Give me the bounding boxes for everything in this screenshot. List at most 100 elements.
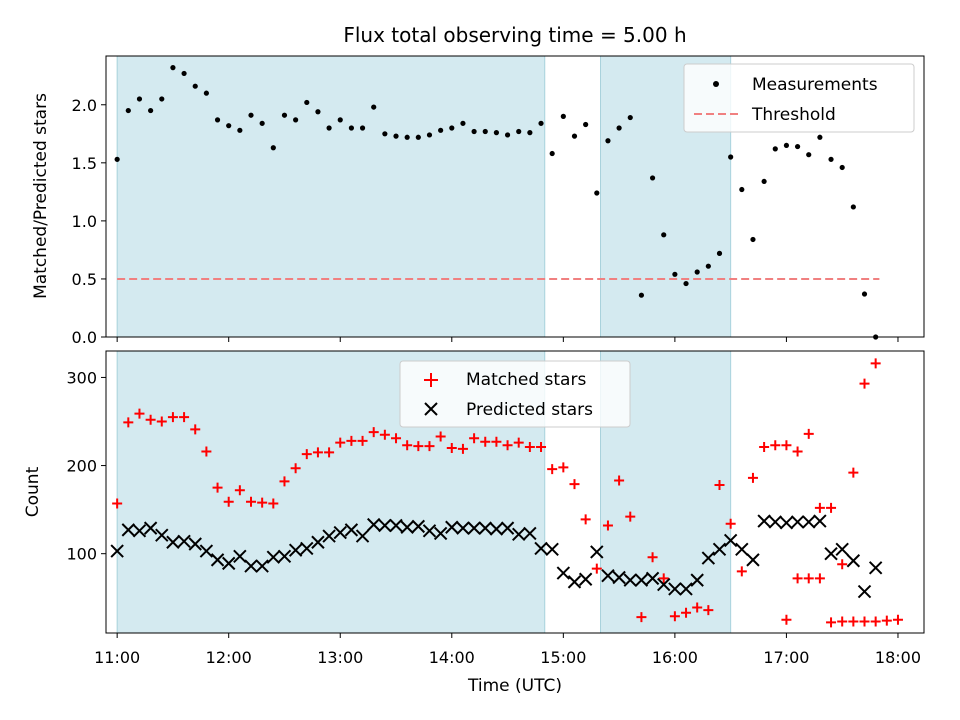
top-point-measurement (571, 133, 578, 139)
top-point-measurement (170, 65, 176, 71)
bottom-legend-box (399, 360, 631, 428)
bottom-point-predicted (835, 542, 849, 556)
top-ytick-label: 1.0 (72, 212, 97, 231)
top-point-measurement (270, 145, 276, 151)
bottom-point-predicted (143, 521, 158, 535)
bottom-point-matched (569, 479, 580, 490)
bottom-point-predicted (478, 521, 492, 535)
top-shaded-interval (116, 55, 546, 338)
top-ytick-label: 2.0 (72, 96, 97, 115)
bottom-point-matched (859, 378, 870, 389)
bottom-point-predicted (132, 524, 147, 538)
bottom-point-matched (502, 440, 513, 451)
bottom-point-matched (747, 472, 758, 483)
bottom-point-matched (848, 616, 859, 627)
bottom-point-matched (201, 446, 212, 457)
bottom-point-matched (469, 433, 480, 444)
top-point-measurement (794, 143, 801, 150)
top-axes-frame (105, 55, 925, 338)
top-ytick-label: 0.0 (72, 328, 97, 347)
bottom-axes-frame (105, 350, 925, 634)
bottom-point-predicted (723, 533, 738, 548)
bottom-point-predicted (199, 544, 214, 558)
bottom-xtick-label: 15:00 (540, 648, 586, 667)
top-legend: Measurements Threshold (683, 63, 915, 133)
bottom-point-predicted (534, 541, 548, 556)
top-point-measurement (716, 250, 723, 256)
bottom-point-predicted (679, 582, 693, 596)
top-point-measurement (649, 175, 656, 181)
top-point-measurement (583, 121, 589, 128)
bottom-point-matched (826, 502, 837, 513)
top-point-measurement (214, 117, 221, 123)
top-point-measurement (348, 125, 354, 131)
bottom-ylabel: Count (23, 466, 43, 517)
bottom-point-predicted (233, 549, 247, 564)
bottom-point-matched (803, 573, 814, 584)
top-legend-box (683, 63, 915, 133)
legend-measurements-label: Measurements (752, 75, 878, 95)
top-ytick-label: 0.5 (72, 270, 97, 289)
top-point-measurement (783, 142, 790, 149)
bottom-point-matched (357, 435, 368, 446)
bottom-point-matched (580, 514, 591, 525)
top-point-measurement (281, 112, 288, 118)
bottom-point-predicted (746, 553, 760, 567)
bottom-point-predicted (467, 521, 481, 535)
top-point-measurement (538, 120, 544, 126)
bottom-point-matched (524, 442, 535, 453)
bottom-point-predicted (868, 561, 883, 575)
bottom-point-predicted (311, 535, 325, 549)
top-point-measurement (549, 150, 555, 157)
top-point-measurement (415, 134, 421, 140)
bottom-point-matched (212, 482, 223, 493)
bottom-point-predicted (824, 546, 838, 561)
top-point-measurement (426, 132, 433, 138)
bottom-point-matched (112, 498, 123, 509)
top-point-measurement (560, 113, 566, 119)
top-ytick-label: 1.5 (72, 154, 97, 173)
bottom-point-predicted (300, 541, 314, 556)
bottom-point-predicted (757, 514, 771, 528)
top-point-measurement (259, 120, 265, 126)
bottom-point-matched (870, 358, 881, 369)
bottom-point-predicted (121, 523, 136, 537)
bottom-point-matched (647, 552, 658, 563)
bottom-point-matched (190, 424, 201, 435)
top-point-measurement (159, 96, 165, 102)
bottom-xtick-label: 14:00 (429, 648, 475, 667)
top-point-measurement (527, 130, 533, 136)
bottom-xtick-label: 11:00 (94, 648, 140, 667)
bottom-point-matched (658, 573, 669, 584)
bottom-point-predicted (690, 573, 704, 587)
bottom-point-predicted (735, 542, 749, 556)
top-point-measurement (471, 128, 477, 135)
bottom-point-predicted (645, 571, 660, 586)
bottom-point-predicted (266, 550, 281, 564)
bottom-point-matched (435, 431, 446, 442)
top-point-measurement (504, 132, 511, 138)
bottom-point-predicted (512, 527, 526, 542)
legend-predicted-marker (424, 402, 438, 416)
bottom-point-matched (268, 498, 279, 509)
bottom-point-matched (792, 573, 803, 584)
bottom-point-predicted (210, 553, 225, 567)
top-point-measurement (304, 99, 310, 106)
top-point-measurement (315, 109, 321, 115)
bottom-point-matched (402, 440, 413, 451)
bottom-point-matched (413, 441, 424, 452)
bottom-point-predicted (433, 526, 448, 541)
bottom-point-predicted (322, 529, 336, 543)
bottom-point-matched (558, 462, 569, 473)
bottom-point-predicted (634, 573, 649, 587)
bottom-point-predicted (768, 515, 782, 529)
bottom-point-matched (892, 614, 903, 625)
bottom-point-predicted (846, 554, 861, 568)
bottom-point-matched (324, 447, 335, 458)
top-point-measurement (125, 107, 131, 114)
bottom-point-predicted (445, 520, 459, 534)
bottom-ytick-label: 300 (66, 368, 97, 387)
top-point-measurement (203, 90, 209, 96)
top-point-measurement (359, 125, 366, 131)
